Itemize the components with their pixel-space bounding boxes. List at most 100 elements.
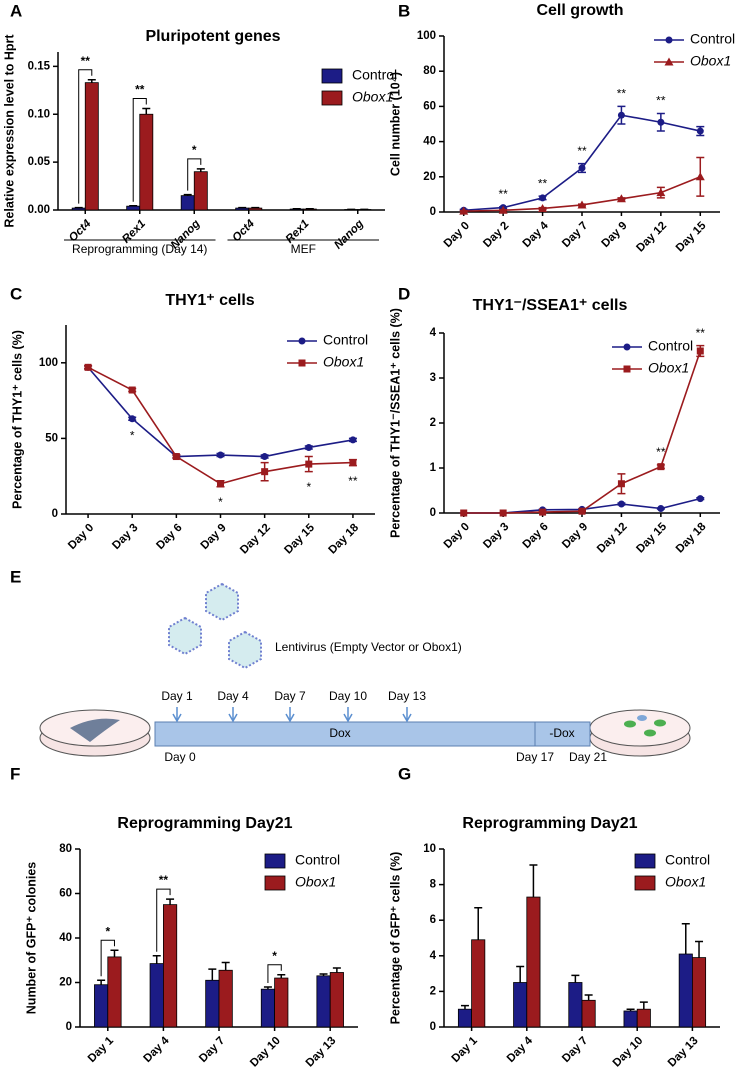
- y-tick-label: 40: [59, 932, 72, 944]
- marker: [657, 505, 665, 512]
- significance: **: [159, 873, 169, 887]
- legend-label: Obox1: [352, 89, 393, 105]
- y-tick-label: 0.05: [28, 156, 51, 168]
- bracket: [156, 888, 171, 952]
- legend-label: Control: [352, 67, 397, 83]
- marker: [172, 453, 180, 461]
- legend-swatch: [264, 875, 286, 891]
- significance: **: [538, 176, 548, 190]
- no-dox-label: -Dox: [549, 726, 574, 740]
- x-tick-label: Day 9: [600, 220, 630, 250]
- error-bar: [474, 906, 483, 940]
- x-tick-label: Day 3: [481, 521, 511, 551]
- legend-label: Control: [648, 338, 693, 354]
- marker: [696, 127, 704, 135]
- marker: [617, 480, 625, 488]
- error-bar: [97, 979, 106, 985]
- y-tick-label: 4: [430, 950, 437, 962]
- legend-label: Control: [323, 332, 368, 348]
- bar: [126, 205, 141, 211]
- y-axis-label: Percentage of GFP⁺ cells (%): [388, 852, 402, 1025]
- bracket: [78, 69, 93, 204]
- bar: [692, 957, 707, 1028]
- bar: [235, 207, 250, 211]
- day-label: Day 0: [164, 750, 196, 764]
- significance: *: [130, 428, 135, 442]
- error-bar: [142, 107, 151, 115]
- x-tick-label: Nanog: [332, 218, 366, 252]
- vector-label: Lentivirus (Empty Vector or Obox1): [275, 640, 462, 654]
- x-tick-label: Day 9: [199, 522, 229, 552]
- bar: [636, 1008, 651, 1028]
- bar: [526, 896, 541, 1028]
- arrow-head: [228, 713, 238, 723]
- bracket: [132, 97, 147, 202]
- error-bar: [319, 973, 328, 976]
- arrow-head: [343, 713, 353, 723]
- chart-title: THY1⁻/SSEA1⁺ cells: [473, 297, 628, 314]
- panel-label: G: [398, 764, 411, 783]
- bar: [180, 195, 195, 211]
- x-tick-label: Day 3: [110, 522, 140, 552]
- marker: [617, 111, 625, 119]
- schematic: Lentivirus (Empty Vector or Obox1) Dox -…: [39, 582, 691, 764]
- legend-label: Obox1: [648, 360, 689, 376]
- y-tick-label: 40: [423, 136, 436, 148]
- x-tick-label: Day 15: [634, 520, 669, 555]
- colony: [637, 715, 647, 721]
- bar: [678, 953, 693, 1028]
- legend-swatch: [321, 90, 343, 106]
- y-tick-label: 0.10: [28, 108, 50, 120]
- x-tick-label: Day 6: [154, 522, 184, 552]
- marker: [460, 509, 468, 517]
- error-bar: [183, 193, 192, 196]
- y-tick-label: 8: [430, 879, 437, 891]
- y-tick-label: 2: [430, 985, 436, 997]
- marker: [696, 347, 704, 355]
- bar: [248, 207, 263, 211]
- marker: [128, 415, 136, 423]
- line: [87, 366, 354, 458]
- x-tick-label: Day 4: [521, 219, 552, 250]
- marker: [578, 507, 586, 515]
- marker: [538, 203, 548, 212]
- x-tick-label: Day 12: [238, 522, 273, 557]
- marker: [664, 57, 674, 66]
- error-bar: [152, 955, 161, 964]
- marker: [539, 194, 547, 202]
- marker: [623, 365, 631, 373]
- x-tick-label: Day 15: [674, 219, 709, 254]
- y-tick-label: 6: [430, 914, 436, 926]
- dox-label: Dox: [329, 726, 350, 740]
- panel-label: E: [10, 567, 21, 586]
- group-label: Reprogramming (Day 14): [72, 242, 207, 256]
- bar: [205, 979, 220, 1028]
- significance: **: [656, 94, 666, 108]
- marker: [298, 337, 306, 345]
- error-bar: [584, 994, 593, 1001]
- x-tick-label: Day 7: [197, 1035, 227, 1065]
- bar: [316, 975, 331, 1028]
- y-tick-label: 50: [45, 432, 58, 444]
- group-label: MEF: [291, 242, 316, 256]
- x-tick-label: Day 18: [326, 521, 361, 556]
- significance: **: [498, 187, 508, 201]
- marker: [577, 200, 587, 209]
- y-axis-label: Relative expression level to Hprt: [2, 34, 16, 228]
- x-tick-label: Day 9: [560, 521, 590, 551]
- error-bar: [277, 973, 286, 979]
- legend-label: Obox1: [295, 874, 336, 890]
- x-tick-label: Day 4: [505, 1034, 536, 1065]
- legend-label: Control: [295, 852, 340, 868]
- x-tick-label: Day 12: [595, 521, 630, 556]
- bar: [71, 207, 86, 211]
- bar: [581, 999, 596, 1028]
- significance: *: [272, 949, 277, 963]
- marker: [128, 386, 136, 394]
- significance: **: [135, 83, 145, 97]
- bar: [139, 113, 154, 211]
- x-tick-label: Day 1: [450, 1034, 481, 1065]
- error-bar: [196, 168, 205, 172]
- marker: [84, 363, 92, 371]
